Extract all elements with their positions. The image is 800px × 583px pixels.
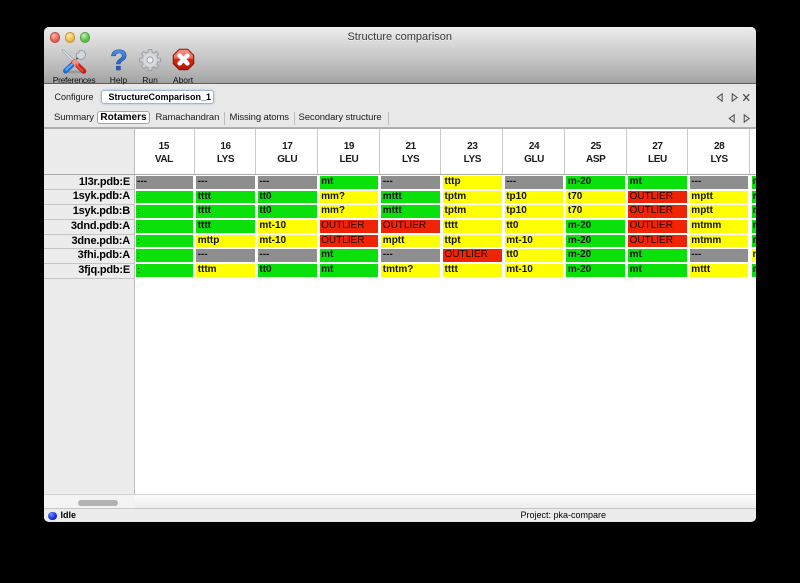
svg-text:?: ?	[110, 48, 128, 74]
